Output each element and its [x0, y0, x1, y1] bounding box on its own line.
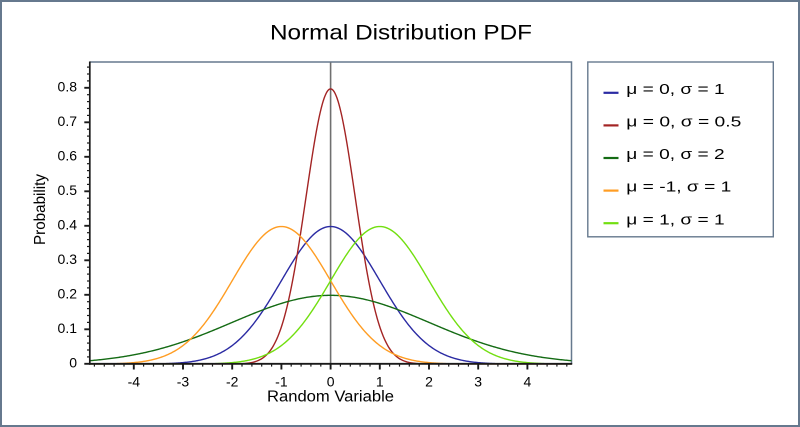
- svg-text:2: 2: [425, 374, 433, 390]
- svg-text:1: 1: [376, 374, 384, 390]
- svg-text:0.4: 0.4: [58, 217, 78, 233]
- svg-text:μ = 0, σ = 0.5: μ = 0, σ = 0.5: [626, 115, 741, 131]
- svg-text:-2: -2: [226, 374, 239, 390]
- svg-text:0.3: 0.3: [58, 251, 78, 267]
- svg-text:0.2: 0.2: [58, 286, 78, 302]
- svg-text:0: 0: [69, 355, 77, 371]
- svg-text:Probability: Probability: [32, 174, 49, 245]
- svg-text:Random Variable: Random Variable: [267, 389, 394, 406]
- svg-text:0.6: 0.6: [58, 148, 78, 164]
- svg-text:3: 3: [474, 374, 482, 390]
- svg-text:μ = -1, σ = 1: μ = -1, σ = 1: [626, 180, 731, 196]
- svg-text:-3: -3: [177, 374, 190, 390]
- svg-text:μ = 1, σ = 1: μ = 1, σ = 1: [626, 212, 724, 228]
- svg-text:0.8: 0.8: [58, 79, 78, 95]
- svg-text:4: 4: [524, 374, 532, 390]
- svg-text:0.1: 0.1: [58, 320, 78, 336]
- svg-text:-4: -4: [128, 374, 141, 390]
- svg-text:μ = 0, σ = 2: μ = 0, σ = 2: [626, 147, 724, 163]
- svg-text:-1: -1: [275, 374, 288, 390]
- svg-text:Normal Distribution PDF: Normal Distribution PDF: [270, 22, 532, 45]
- svg-text:0.5: 0.5: [58, 182, 78, 198]
- svg-text:μ = 0, σ = 1: μ = 0, σ = 1: [626, 82, 724, 98]
- svg-text:0: 0: [327, 374, 335, 390]
- svg-text:0.7: 0.7: [58, 113, 78, 129]
